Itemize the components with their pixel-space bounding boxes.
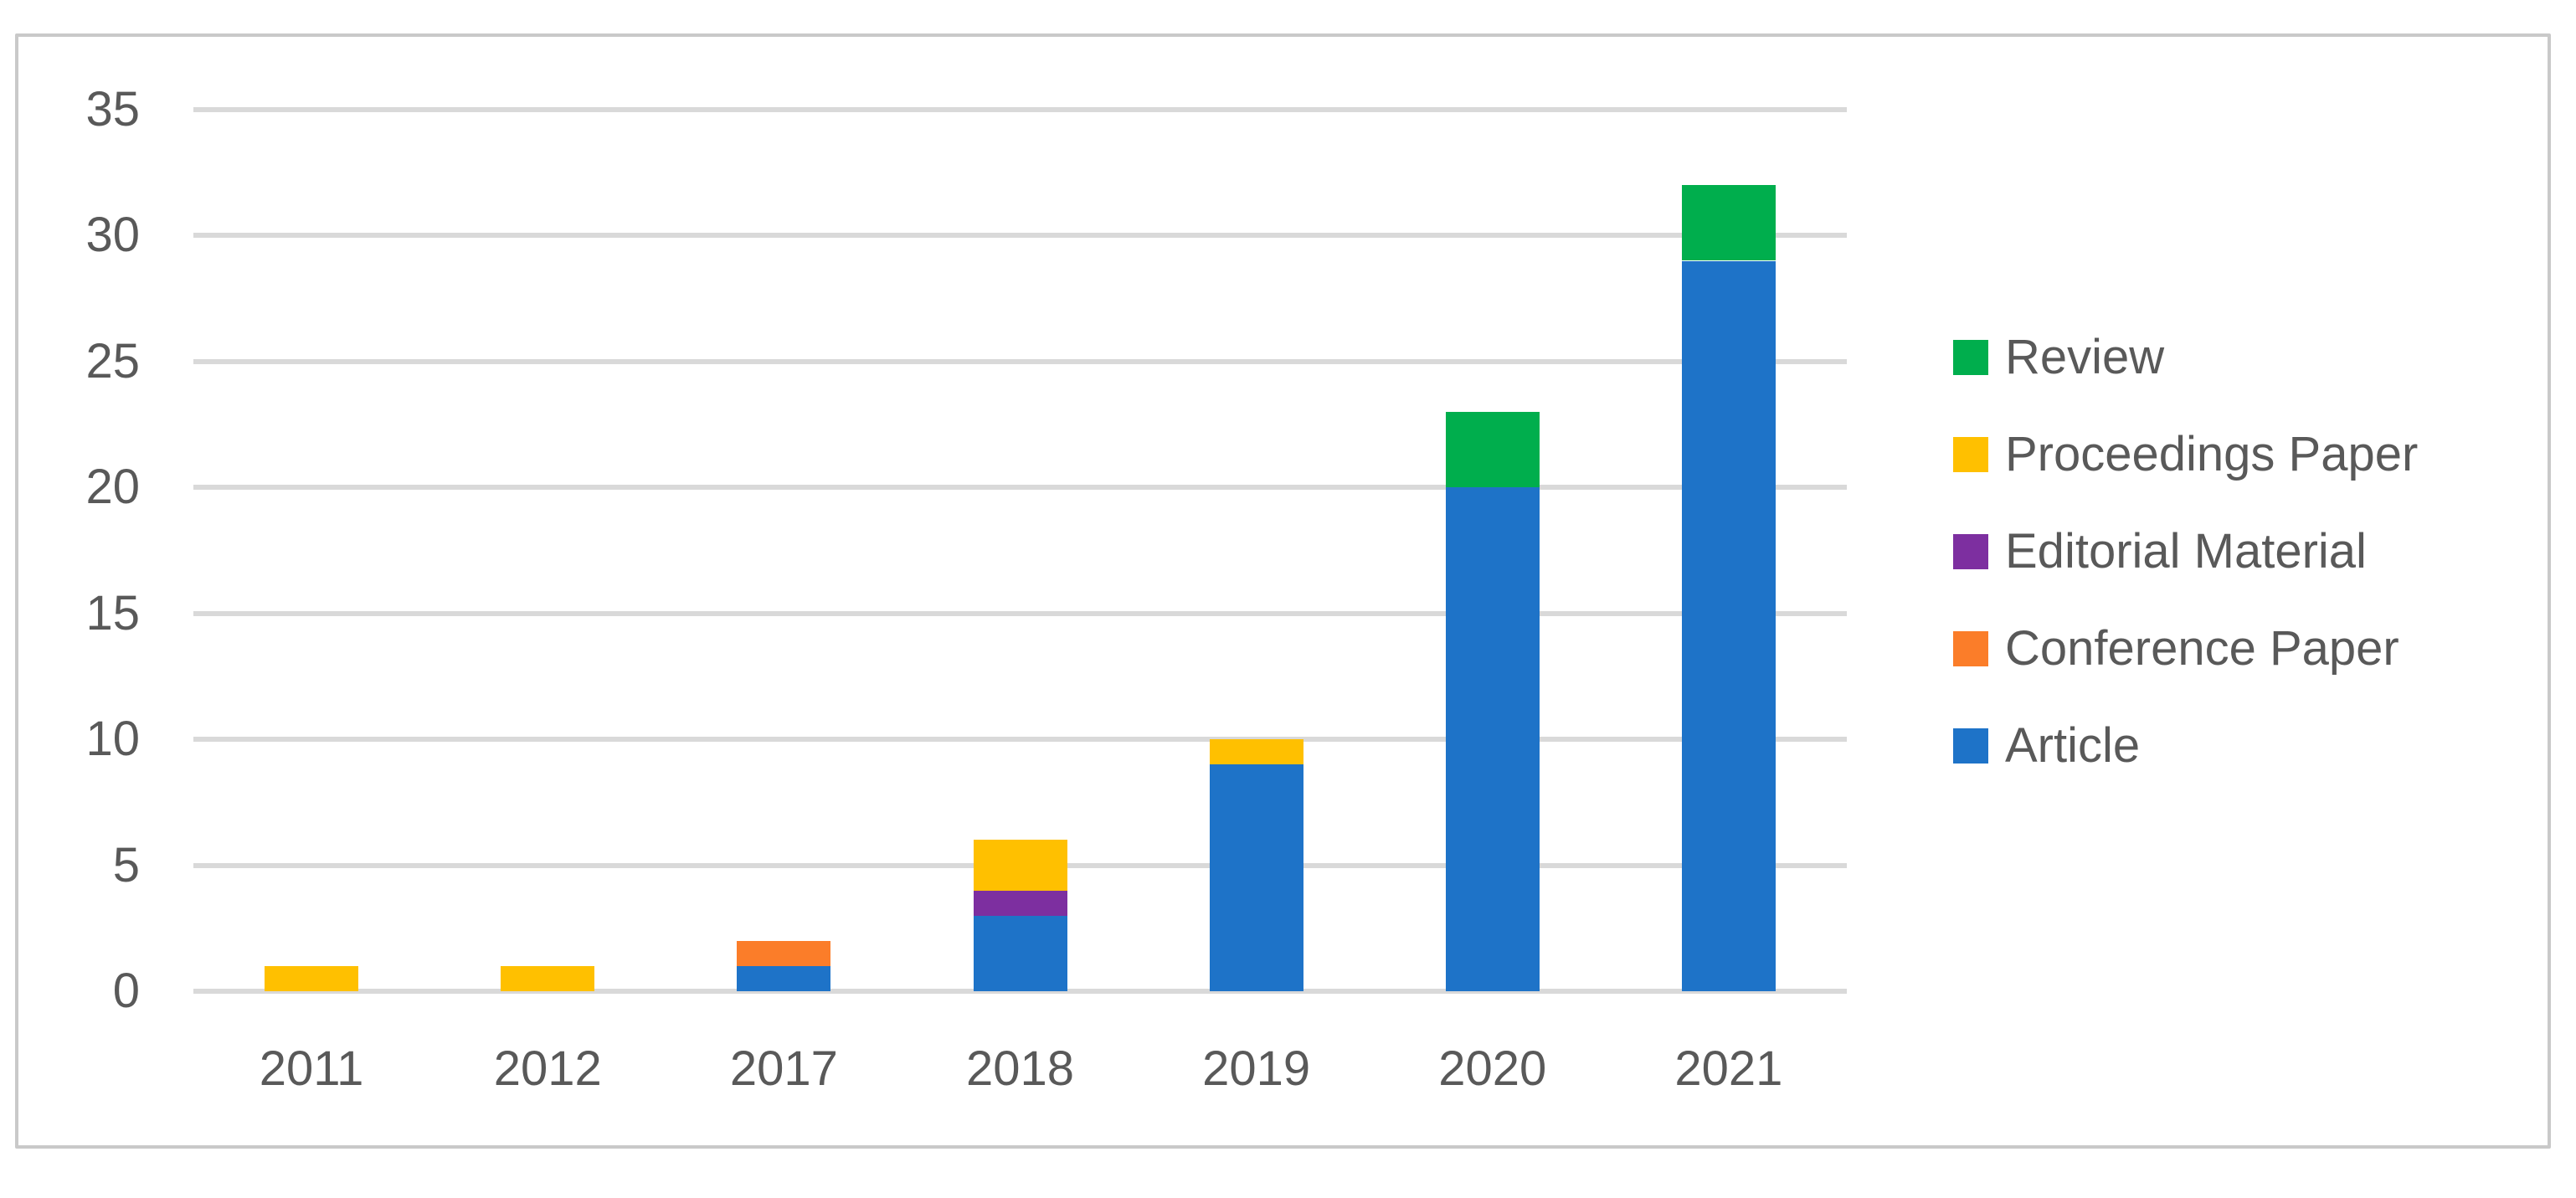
x-axis-category-label: 2011 — [259, 1041, 364, 1096]
x-axis-category-label: 2021 — [1674, 1041, 1783, 1096]
legend-swatch-proceedings-paper — [1953, 437, 1988, 472]
y-axis-tick-label: 0 — [112, 964, 140, 1018]
bar-segment-proceedings-paper-2019 — [1209, 739, 1303, 765]
legend-item-label: Proceedings Paper — [2005, 427, 2419, 481]
y-axis-tick-label: 10 — [85, 712, 140, 767]
bar-segment-review-2021 — [1681, 185, 1776, 261]
bar-segment-article-2020 — [1445, 487, 1540, 991]
gridline-y-15 — [193, 610, 1847, 616]
bar-segment-article-2018 — [973, 915, 1067, 991]
y-axis-tick-label: 5 — [112, 837, 140, 892]
gridline-y-25 — [193, 358, 1847, 364]
bar-segment-review-2020 — [1445, 412, 1540, 488]
y-axis-tick-label: 20 — [85, 460, 140, 515]
y-axis-tick-label: 15 — [85, 585, 140, 640]
bar-segment-proceedings-paper-2012 — [501, 965, 595, 991]
gridline-y-20 — [193, 485, 1847, 491]
y-axis-tick-label: 25 — [85, 333, 140, 388]
x-axis-category-label: 2012 — [493, 1041, 602, 1096]
bar-segment-article-2021 — [1681, 260, 1776, 991]
y-axis-tick-label: 35 — [85, 81, 140, 136]
x-axis-category-label: 2020 — [1438, 1041, 1547, 1096]
bar-segment-editorial-material-2018 — [973, 890, 1067, 916]
legend-item-label: Conference Paper — [2005, 621, 2399, 676]
legend-swatch-review — [1953, 340, 1988, 375]
gridline-y-0 — [193, 989, 1847, 994]
gridline-y-35 — [193, 106, 1847, 112]
gridline-y-10 — [193, 737, 1847, 743]
y-axis-tick-label: 30 — [85, 208, 140, 263]
x-axis-category-label: 2019 — [1202, 1041, 1311, 1096]
bar-segment-proceedings-paper-2011 — [265, 965, 359, 991]
legend-item-label: Editorial Material — [2005, 524, 2367, 578]
legend-swatch-conference-paper — [1953, 631, 1988, 666]
gridline-y-30 — [193, 233, 1847, 239]
bar-segment-proceedings-paper-2018 — [973, 840, 1067, 891]
bar-segment-conference-paper-2017 — [737, 940, 831, 966]
legend-swatch-article — [1953, 728, 1988, 764]
legend-item-label: Review — [2005, 330, 2165, 384]
x-axis-category-label: 2018 — [965, 1041, 1074, 1096]
x-axis-category-label: 2017 — [729, 1041, 838, 1096]
legend-item-label: Article — [2005, 718, 2141, 773]
legend-swatch-editorial-material — [1953, 534, 1988, 569]
bar-segment-article-2017 — [737, 965, 831, 991]
bar-segment-article-2019 — [1209, 764, 1303, 991]
